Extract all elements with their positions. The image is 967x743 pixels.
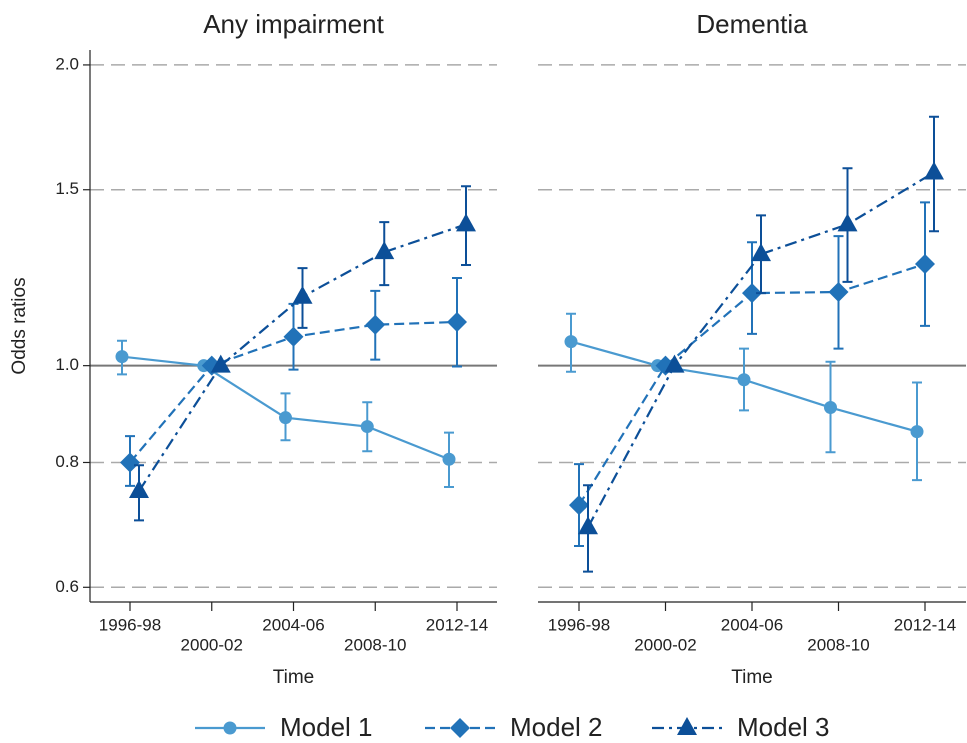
x-tick-label: 1996-98 — [99, 615, 161, 634]
marker — [664, 354, 685, 373]
marker — [365, 314, 386, 335]
marker — [292, 285, 313, 304]
marker — [450, 718, 470, 738]
legend-label: Model 1 — [280, 712, 373, 742]
marker — [742, 283, 762, 304]
marker — [677, 717, 697, 735]
y-tick-label: 2.0 — [55, 54, 79, 73]
marker — [564, 335, 578, 349]
x-tick-label: 2004-06 — [721, 615, 783, 634]
y-tick-label: 0.8 — [55, 452, 79, 471]
x-axis-label: Time — [273, 667, 315, 688]
marker — [447, 311, 467, 332]
y-tick-label: 0.6 — [55, 577, 79, 596]
marker — [283, 326, 304, 347]
marker — [837, 213, 858, 232]
x-tick-label: 2000-02 — [634, 635, 696, 654]
marker — [915, 254, 935, 275]
x-axis-label: Time — [731, 667, 773, 688]
y-tick-label: 1.5 — [55, 179, 79, 198]
x-tick-label: 2008-10 — [344, 635, 406, 654]
x-tick-label: 2012-14 — [894, 615, 956, 634]
panel-title: Any impairment — [203, 9, 384, 39]
marker — [360, 420, 374, 434]
x-tick-label: 1996-98 — [548, 615, 610, 634]
panel-title: Dementia — [696, 9, 808, 39]
marker — [210, 354, 231, 373]
marker — [115, 350, 129, 364]
marker — [824, 401, 837, 415]
marker — [924, 161, 944, 180]
marker — [456, 213, 476, 232]
x-tick-label: 2008-10 — [807, 635, 869, 654]
marker — [737, 373, 751, 387]
marker — [223, 721, 237, 735]
y-axis-label: Odds ratios — [9, 277, 30, 374]
marker — [374, 241, 395, 260]
marker — [751, 243, 771, 262]
marker — [569, 495, 589, 516]
series-line — [138, 223, 467, 492]
x-tick-label: 2000-02 — [181, 635, 243, 654]
marker — [828, 282, 849, 303]
marker — [120, 452, 140, 473]
x-tick-label: 2004-06 — [262, 615, 324, 634]
legend-label: Model 2 — [510, 712, 603, 742]
marker — [910, 425, 924, 439]
marker — [442, 452, 456, 466]
x-tick-label: 2012-14 — [426, 615, 488, 634]
marker — [578, 516, 598, 535]
marker — [279, 411, 292, 425]
y-tick-label: 1.0 — [55, 355, 79, 374]
marker — [129, 480, 149, 499]
legend-label: Model 3 — [737, 712, 830, 742]
